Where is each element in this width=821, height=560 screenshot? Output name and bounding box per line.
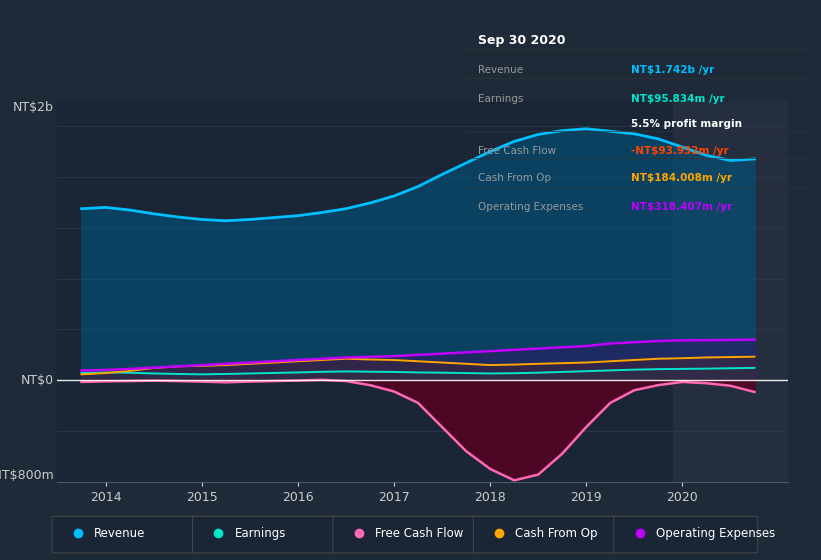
Text: Revenue: Revenue <box>94 527 145 540</box>
Text: Cash From Op: Cash From Op <box>478 173 551 183</box>
Text: NT$1.742b /yr: NT$1.742b /yr <box>631 65 714 75</box>
Text: Cash From Op: Cash From Op <box>516 527 598 540</box>
Text: Revenue: Revenue <box>478 65 523 75</box>
FancyBboxPatch shape <box>613 516 758 553</box>
Text: Sep 30 2020: Sep 30 2020 <box>478 34 566 47</box>
FancyBboxPatch shape <box>474 516 617 553</box>
Text: NT$318.407m /yr: NT$318.407m /yr <box>631 202 732 212</box>
Bar <box>672 101 788 482</box>
FancyBboxPatch shape <box>53 516 196 553</box>
Text: Operating Expenses: Operating Expenses <box>478 202 583 212</box>
Text: NT$184.008m /yr: NT$184.008m /yr <box>631 173 732 183</box>
Text: NT$0: NT$0 <box>21 374 54 386</box>
FancyBboxPatch shape <box>192 516 337 553</box>
Text: -NT$800m: -NT$800m <box>0 469 54 482</box>
Text: NT$95.834m /yr: NT$95.834m /yr <box>631 94 725 104</box>
Text: Operating Expenses: Operating Expenses <box>656 527 775 540</box>
Text: NT$2b: NT$2b <box>13 101 54 114</box>
Text: Earnings: Earnings <box>478 94 523 104</box>
Text: -NT$93.932m /yr: -NT$93.932m /yr <box>631 146 729 156</box>
Text: Earnings: Earnings <box>235 527 286 540</box>
Text: Free Cash Flow: Free Cash Flow <box>375 527 463 540</box>
Text: 5.5% profit margin: 5.5% profit margin <box>631 119 742 129</box>
Text: Free Cash Flow: Free Cash Flow <box>478 146 556 156</box>
FancyBboxPatch shape <box>333 516 477 553</box>
